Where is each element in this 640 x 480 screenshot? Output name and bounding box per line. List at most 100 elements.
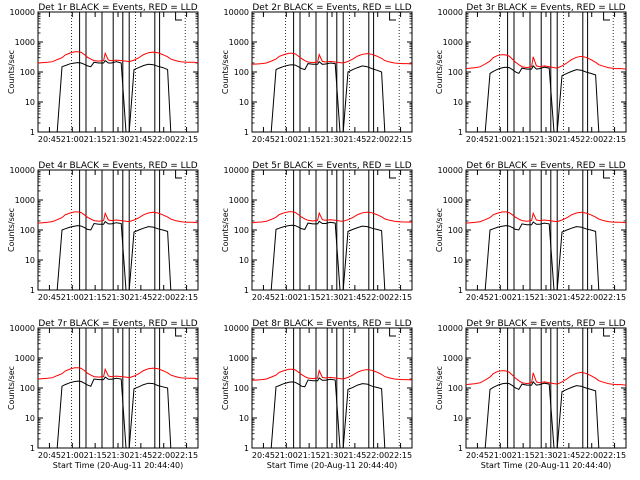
y-tick-label: 100 <box>234 226 249 235</box>
x-tick-label: 20:45 <box>466 135 489 144</box>
panel-title: Det 7r BLACK = Events, RED = LLD <box>38 319 197 329</box>
x-tick-label: 21:30 <box>106 135 129 144</box>
x-axis-label: Start Time (20-Aug-11 20:44:40) <box>53 461 184 470</box>
x-tick-label: 21:00 <box>275 293 298 302</box>
events-series-line <box>252 377 412 449</box>
y-tick-label: 1000 <box>443 38 463 47</box>
y-tick-label: 1000 <box>229 196 249 205</box>
y-tick-label: 1 <box>30 128 35 137</box>
y-tick-label: 10000 <box>224 166 249 175</box>
y-tick-label: 100 <box>448 384 463 393</box>
y-tick-label: 10 <box>453 414 463 423</box>
detector-panel: Det 4r BLACK = Events, RED = LLD 1 10 100 10… <box>7 161 199 302</box>
y-tick-label: 10 <box>453 256 463 265</box>
panel-title: Det 5r BLACK = Events, RED = LLD <box>252 161 411 171</box>
lld-series-line <box>251 52 413 65</box>
y-tick-label: 10 <box>239 98 249 107</box>
x-tick-label: 21:00 <box>489 451 512 460</box>
events-series-line <box>252 60 412 133</box>
y-axis-label: Counts/sec <box>221 50 230 94</box>
x-tick-label: 21:15 <box>298 451 321 460</box>
x-tick-label: 21:30 <box>534 451 557 460</box>
x-tick-label: 22:15 <box>389 135 412 144</box>
x-tick-label: 20:45 <box>252 135 275 144</box>
y-tick-label: 100 <box>20 226 35 235</box>
lld-series-line <box>465 370 627 386</box>
panel-title: Det 6r BLACK = Events, RED = LLD <box>466 161 625 171</box>
x-tick-label: 21:45 <box>557 293 580 302</box>
x-axis-label: Start Time (20-Aug-11 20:44:40) <box>481 461 612 470</box>
x-tick-label: 21:45 <box>557 135 580 144</box>
detector-panel: Det 9r BLACK = Events, RED = LLD 1 10 100 10… <box>435 319 627 470</box>
x-tick-label: 22:15 <box>603 451 626 460</box>
y-axis-label: Counts/sec <box>435 50 444 94</box>
y-tick-label: 10 <box>239 256 249 265</box>
x-tick-label: 22:15 <box>603 135 626 144</box>
x-tick-label: 21:15 <box>84 293 107 302</box>
x-tick-label: 22:15 <box>389 451 412 460</box>
x-tick-label: 21:45 <box>129 135 152 144</box>
x-tick-label: 21:15 <box>512 135 535 144</box>
x-tick-label: 22:00 <box>366 293 389 302</box>
y-tick-label: 100 <box>234 68 249 77</box>
y-tick-label: 1 <box>244 286 249 295</box>
lld-series-line <box>465 211 627 224</box>
x-tick-label: 22:15 <box>389 293 412 302</box>
x-tick-label: 22:00 <box>366 135 389 144</box>
detector-panel: Det 7r BLACK = Events, RED = LLD 1 10 100 10… <box>7 319 199 470</box>
y-tick-label: 100 <box>448 68 463 77</box>
events-series-line <box>38 376 198 449</box>
x-axis-label: Start Time (20-Aug-11 20:44:40) <box>267 461 398 470</box>
x-tick-label: 21:15 <box>84 135 107 144</box>
y-axis-label: Counts/sec <box>435 366 444 410</box>
y-tick-label: 1 <box>30 286 35 295</box>
x-tick-label: 22:00 <box>580 293 603 302</box>
x-tick-label: 21:00 <box>275 135 298 144</box>
x-tick-label: 22:00 <box>580 135 603 144</box>
x-tick-label: 21:45 <box>343 293 366 302</box>
x-tick-label: 21:00 <box>61 293 84 302</box>
y-tick-label: 10000 <box>438 8 463 17</box>
y-axis-label: Counts/sec <box>221 208 230 252</box>
x-tick-label: 22:15 <box>175 293 198 302</box>
events-series-line <box>466 65 626 133</box>
y-tick-label: 100 <box>20 384 35 393</box>
y-axis-label: Counts/sec <box>221 366 230 410</box>
y-tick-label: 1000 <box>443 196 463 205</box>
events-series-line <box>466 381 626 449</box>
detector-panel: Det 8r BLACK = Events, RED = LLD 1 10 100 10… <box>221 319 413 470</box>
y-tick-label: 1 <box>458 286 463 295</box>
x-tick-label: 21:00 <box>61 135 84 144</box>
x-tick-label: 20:45 <box>38 293 61 302</box>
x-tick-label: 21:45 <box>129 293 152 302</box>
x-tick-label: 21:45 <box>343 451 366 460</box>
y-tick-label: 1 <box>244 128 249 137</box>
y-axis-label: Counts/sec <box>7 366 16 410</box>
x-tick-label: 20:45 <box>466 293 489 302</box>
x-tick-label: 21:30 <box>534 135 557 144</box>
x-tick-label: 21:30 <box>534 293 557 302</box>
y-tick-label: 1 <box>458 128 463 137</box>
corner-bracket-mark <box>389 170 396 179</box>
events-series-line <box>466 221 626 291</box>
x-tick-label: 22:15 <box>175 451 198 460</box>
x-tick-label: 21:30 <box>106 451 129 460</box>
y-tick-label: 100 <box>234 384 249 393</box>
x-tick-label: 21:15 <box>84 451 107 460</box>
x-tick-label: 22:00 <box>152 135 175 144</box>
lld-series-line <box>37 211 199 224</box>
y-tick-label: 1 <box>458 444 463 453</box>
panel-title: Det 2r BLACK = Events, RED = LLD <box>252 3 411 13</box>
x-tick-label: 21:00 <box>275 451 298 460</box>
y-tick-label: 10000 <box>10 324 35 333</box>
detector-panel: Det 6r BLACK = Events, RED = LLD 1 10 100 10… <box>435 161 627 302</box>
y-tick-label: 100 <box>448 226 463 235</box>
panel-title: Det 4r BLACK = Events, RED = LLD <box>38 161 197 171</box>
detector-panel: Det 5r BLACK = Events, RED = LLD 1 10 100 10… <box>221 161 413 302</box>
x-tick-label: 21:30 <box>106 293 129 302</box>
x-tick-label: 22:00 <box>152 451 175 460</box>
x-tick-label: 21:30 <box>320 293 343 302</box>
x-tick-label: 21:00 <box>61 451 84 460</box>
y-tick-label: 1000 <box>15 196 35 205</box>
corner-bracket-mark <box>603 12 610 21</box>
